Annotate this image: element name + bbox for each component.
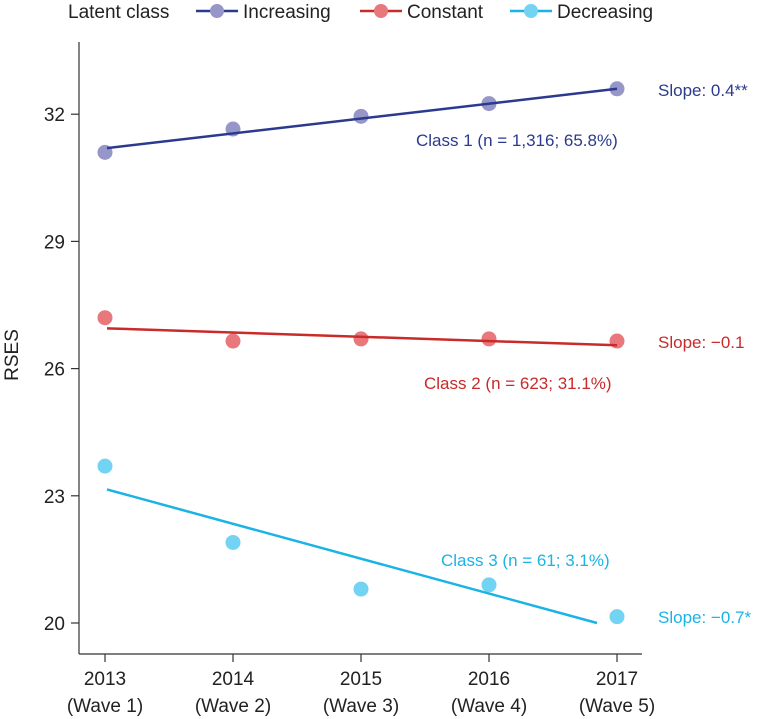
data-point-decreasing	[481, 577, 497, 593]
legend-marker-increasing	[210, 4, 224, 18]
x-tick-label-year: 2016	[468, 669, 510, 690]
y-tick-label: 32	[44, 105, 65, 126]
x-ticks: 2013 (Wave 1) 2014 (Wave 2) 2015 (Wave 3) 2016…	[67, 654, 655, 717]
legend-label-increasing: Increasing	[243, 2, 331, 23]
series-layer	[97, 81, 625, 625]
x-tick-label-year: 2015	[340, 669, 382, 690]
trend-line-decreasing	[106, 488, 598, 625]
class-2-label: Class 2 (n = 623; 31.1%)	[424, 374, 612, 393]
y-tick-label: 20	[44, 614, 65, 635]
legend-item-increasing: Increasing	[196, 2, 331, 23]
data-point-constant	[481, 331, 497, 347]
slope-label-class-2: Slope: −0.1	[658, 333, 745, 352]
data-point-decreasing	[609, 609, 625, 625]
x-tick-label-wave: (Wave 3)	[323, 696, 399, 717]
x-tick-label-wave: (Wave 4)	[451, 696, 527, 717]
x-tick-label-year: 2013	[84, 669, 126, 690]
series-decreasing	[97, 458, 625, 625]
y-ticks: 20 23 26 29 32	[44, 105, 79, 635]
data-point-constant	[225, 333, 241, 349]
x-tick-label-wave: (Wave 1)	[67, 696, 143, 717]
data-point-constant	[97, 310, 113, 326]
x-tick-label-year: 2017	[596, 669, 638, 690]
class-3-label: Class 3 (n = 61; 3.1%)	[441, 551, 610, 570]
data-point-constant	[353, 331, 369, 347]
legend-item-decreasing: Decreasing	[510, 2, 653, 23]
slope-label-class-1: Slope: 0.4**	[658, 81, 748, 100]
y-tick-label: 29	[44, 232, 65, 253]
trend-line-increasing	[106, 87, 618, 150]
x-tick-label-wave: (Wave 5)	[579, 696, 655, 717]
legend: Latent class Increasing Constant Decreas…	[68, 2, 653, 23]
series-increasing	[97, 81, 625, 160]
y-tick-label: 23	[44, 487, 65, 508]
legend-marker-constant	[374, 4, 388, 18]
legend-item-constant: Constant	[360, 2, 484, 23]
legend-title: Latent class	[68, 2, 169, 23]
data-point-decreasing	[97, 458, 113, 474]
y-axis-label: RSES	[2, 329, 23, 381]
y-tick-label: 26	[44, 360, 65, 381]
data-point-decreasing	[353, 581, 369, 597]
legend-marker-decreasing	[524, 4, 538, 18]
x-tick-label-year: 2014	[212, 669, 255, 690]
class-1-label: Class 1 (n = 1,316; 65.8%)	[416, 131, 618, 150]
series-constant	[97, 310, 625, 349]
data-point-increasing	[353, 108, 369, 124]
trend-line-constant	[106, 327, 618, 347]
legend-label-constant: Constant	[407, 2, 484, 23]
data-point-decreasing	[225, 534, 241, 550]
slope-label-class-3: Slope: −0.7*	[658, 608, 751, 627]
x-tick-label-wave: (Wave 2)	[195, 696, 271, 717]
legend-label-decreasing: Decreasing	[557, 2, 653, 23]
